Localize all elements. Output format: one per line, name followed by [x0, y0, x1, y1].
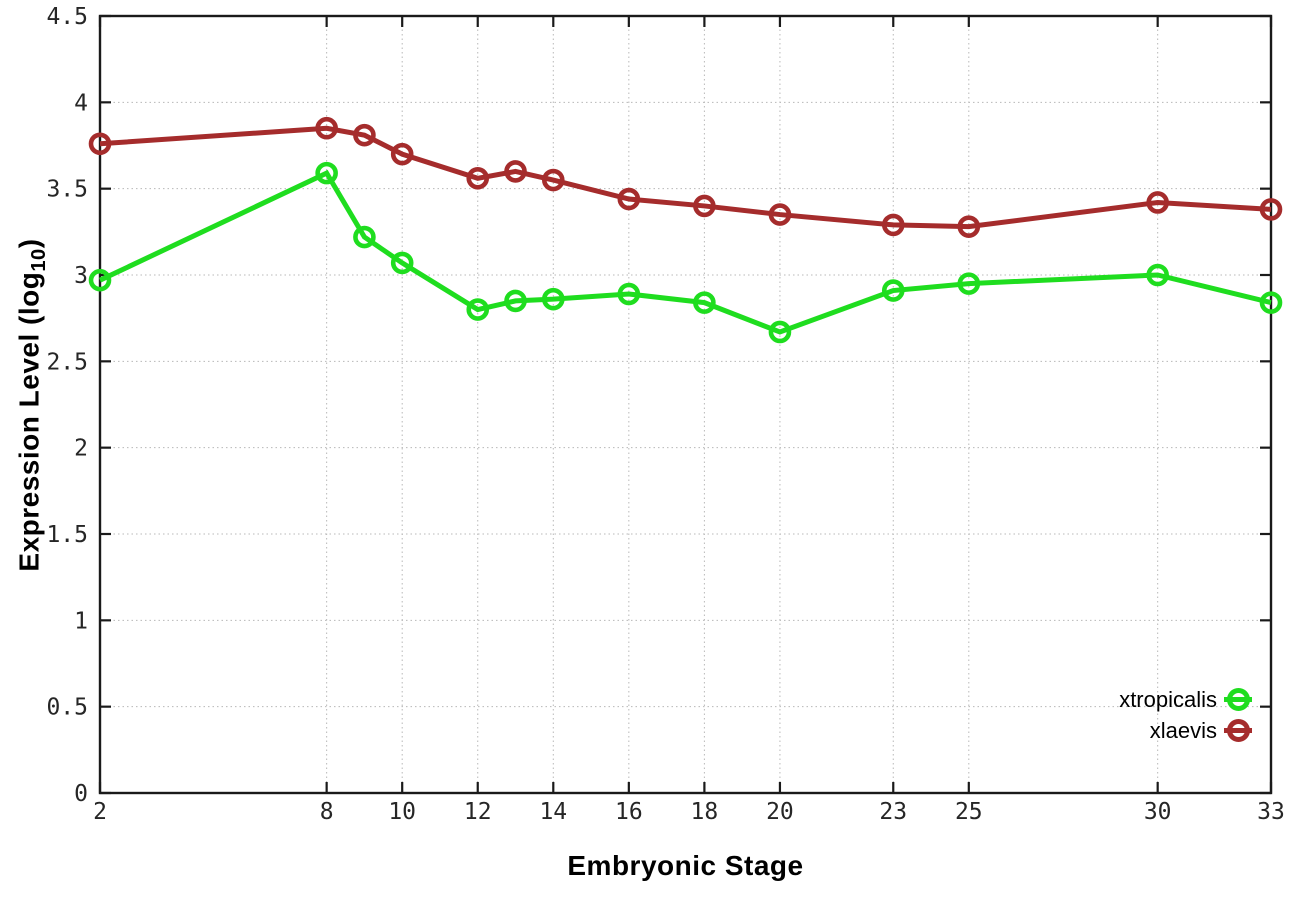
data-point-xlaevis: [390, 142, 414, 166]
y-tick-label: 4: [74, 90, 88, 116]
data-point-xlaevis: [1259, 198, 1283, 221]
x-tick-label: 23: [879, 799, 907, 825]
legend: xtropicalis xlaevis: [1119, 684, 1252, 746]
data-point-xlaevis: [617, 187, 641, 211]
data-point-xtropicalis: [957, 272, 981, 295]
series-line-xtropicalis: [98, 169, 1272, 335]
y-axis-title-subscript: 10: [28, 247, 51, 272]
data-point-xlaevis: [88, 132, 112, 156]
data-point-xtropicalis: [504, 289, 527, 313]
data-point-xtropicalis: [768, 320, 792, 344]
data-point-xtropicalis: [881, 279, 905, 302]
data-point-xtropicalis: [617, 282, 641, 306]
legend-label-xlaevis: xlaevis: [1149, 717, 1217, 743]
data-point-xtropicalis: [541, 287, 565, 311]
data-point-xtropicalis: [390, 251, 414, 275]
data-point-xtropicalis: [88, 268, 112, 292]
y-axis-title: Expression Level (log10): [14, 237, 51, 572]
y-tick-label: 3: [74, 263, 88, 289]
data-point-xlaevis: [693, 194, 716, 218]
y-tick-label: 0.5: [46, 695, 88, 721]
legend-label-xtropicalis: xtropicalis: [1119, 686, 1217, 712]
data-point-xtropicalis: [693, 291, 716, 314]
x-tick-label: 20: [766, 799, 794, 825]
y-tick-label: 1: [74, 608, 88, 634]
y-tick-label: 2: [74, 436, 88, 462]
y-tick-label: 3.5: [46, 177, 88, 203]
data-point-xlaevis: [957, 215, 981, 238]
x-tick-label: 8: [320, 799, 334, 825]
data-point-xlaevis: [504, 160, 527, 183]
data-point-xtropicalis: [1146, 263, 1169, 287]
data-point-xlaevis: [1146, 191, 1169, 214]
x-tick-label: 33: [1257, 799, 1285, 825]
data-point-xlaevis: [466, 167, 490, 190]
x-tick-label: 14: [539, 799, 567, 825]
plot-border: [98, 14, 1273, 795]
legend-circle-icon: [1226, 688, 1250, 711]
x-tick-label: 2: [93, 799, 107, 825]
legend-marker-xtropicalis: [1224, 688, 1252, 712]
data-point-xtropicalis: [466, 298, 490, 321]
data-point-xlaevis: [768, 203, 792, 226]
x-axis-title: Embryonic Stage: [567, 850, 804, 881]
y-tick-label: 2.5: [46, 349, 88, 375]
data-point-xlaevis: [315, 116, 338, 140]
y-axis-title-box: Expression Level (log10): [2, 16, 58, 793]
x-tick-label: 30: [1144, 799, 1172, 825]
data-point-xlaevis: [881, 213, 905, 237]
series-line-xlaevis: [99, 125, 1272, 230]
x-tick-label: 18: [691, 799, 719, 825]
x-tick-label: 25: [955, 799, 983, 825]
legend-item-xlaevis: xlaevis: [1119, 715, 1252, 746]
y-tick-label: 4.5: [46, 4, 88, 30]
data-point-xlaevis: [353, 123, 376, 147]
y-tick-label: 0: [74, 781, 88, 807]
data-point-xtropicalis: [353, 225, 376, 249]
legend-circle-icon: [1226, 719, 1250, 742]
y-tick-label: 1.5: [46, 522, 88, 548]
y-axis-title-prefix: Expression Level (log: [14, 271, 46, 572]
legend-marker-xlaevis: [1224, 719, 1252, 743]
data-point-xlaevis: [541, 168, 565, 192]
data-point-xtropicalis: [315, 161, 338, 185]
data-point-xtropicalis: [1259, 291, 1283, 314]
y-axis-title-suffix: ): [14, 237, 46, 248]
legend-item-xtropicalis: xtropicalis: [1119, 684, 1252, 715]
x-tick-label: 10: [388, 799, 416, 825]
x-tick-label: 12: [464, 799, 492, 825]
x-tick-label: 16: [615, 799, 643, 825]
